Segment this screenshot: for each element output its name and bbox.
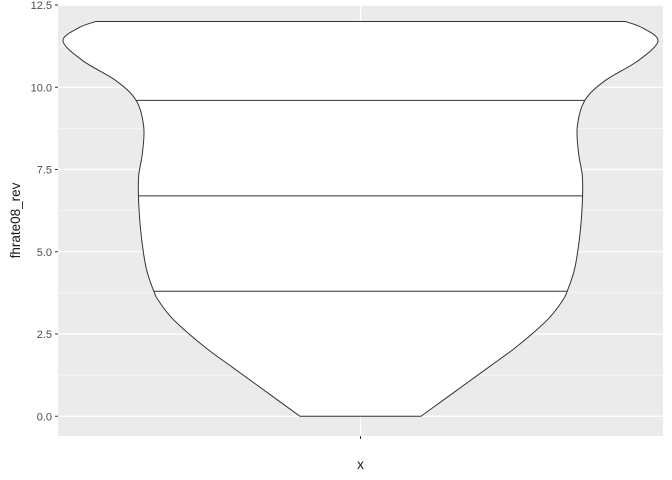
y-tick-label: 12.5 bbox=[31, 0, 52, 12]
y-axis-title: fhrate08_rev bbox=[8, 182, 23, 258]
violin-group bbox=[62, 20, 659, 417]
y-axis: 0.0 2.5 5.0 7.5 10.0 12.5 bbox=[31, 0, 58, 423]
y-tick-label: 0.0 bbox=[37, 411, 52, 423]
x-axis-title: x bbox=[357, 457, 364, 472]
y-tick-label: 2.5 bbox=[37, 329, 52, 341]
violin-body bbox=[62, 20, 659, 417]
y-tick-label: 7.5 bbox=[37, 165, 52, 177]
y-tick-label: 10.0 bbox=[31, 82, 52, 94]
y-tick-label: 5.0 bbox=[37, 247, 52, 259]
